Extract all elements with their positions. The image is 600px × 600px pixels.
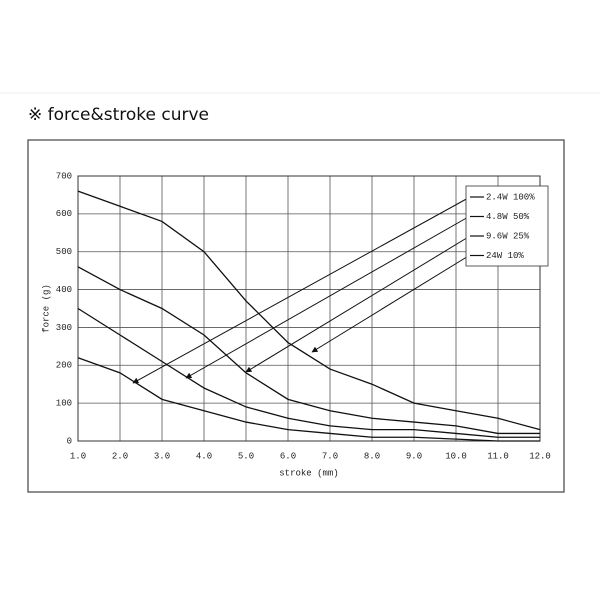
x-tick-label: 9.0 bbox=[406, 451, 422, 461]
arrows bbox=[132, 196, 471, 384]
x-tick-label: 10.0 bbox=[445, 451, 467, 461]
series-line bbox=[77, 357, 540, 442]
x-tick-label: 6.0 bbox=[280, 451, 296, 461]
x-tick-label: 4.0 bbox=[196, 451, 212, 461]
y-tick-label: 0 bbox=[67, 436, 72, 446]
y-tick-label: 700 bbox=[56, 171, 72, 181]
x-tick-label: 8.0 bbox=[364, 451, 380, 461]
y-tick-label: 100 bbox=[56, 399, 72, 409]
x-tick-label: 12.0 bbox=[529, 451, 551, 461]
legend-box bbox=[465, 185, 549, 267]
y-tick-label: 400 bbox=[56, 285, 72, 295]
arrow bbox=[311, 254, 471, 353]
y-tick-label: 500 bbox=[56, 247, 72, 257]
y-axis-label: force (g) bbox=[41, 284, 51, 333]
legend-label: 4.8W 50% bbox=[486, 212, 530, 222]
series-line bbox=[77, 266, 540, 435]
y-tick-label: 300 bbox=[56, 323, 72, 333]
arrow bbox=[245, 235, 471, 373]
chart-frame bbox=[27, 139, 565, 493]
arrow bbox=[185, 215, 471, 379]
x-tick-label: 2.0 bbox=[112, 451, 128, 461]
x-tick-label: 3.0 bbox=[154, 451, 170, 461]
y-tick-label: 600 bbox=[56, 209, 72, 219]
x-tick-label: 1.0 bbox=[70, 451, 86, 461]
arrow bbox=[132, 196, 471, 384]
y-tick-label: 200 bbox=[56, 361, 72, 371]
series-line bbox=[77, 190, 541, 431]
legend-label: 9.6W 25% bbox=[486, 231, 530, 241]
x-axis-label: stroke (mm) bbox=[279, 468, 338, 478]
x-tick-label: 11.0 bbox=[487, 451, 509, 461]
x-tick-label: 7.0 bbox=[322, 451, 338, 461]
chart-title: ※ force&stroke curve bbox=[28, 105, 209, 125]
legend-label: 2.4W 100% bbox=[486, 192, 535, 202]
series-line bbox=[77, 307, 540, 438]
legend-label: 24W 10% bbox=[486, 251, 524, 261]
x-tick-label: 5.0 bbox=[238, 451, 254, 461]
